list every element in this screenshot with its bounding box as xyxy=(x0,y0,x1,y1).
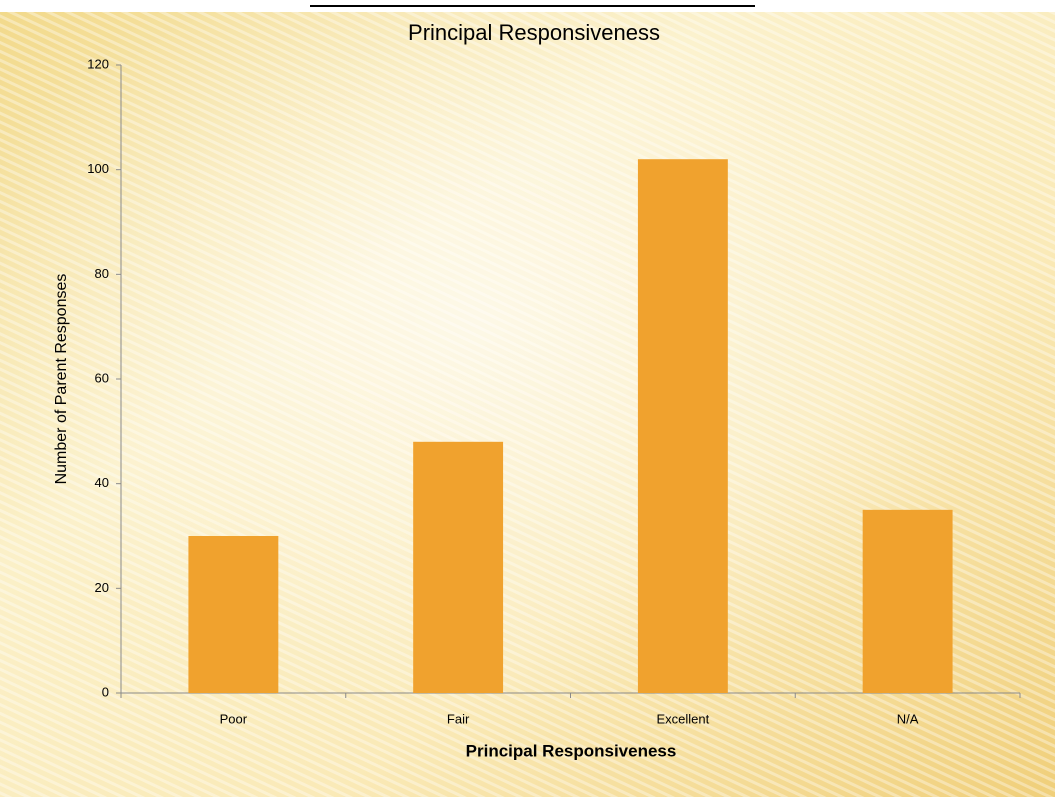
y-tick-label: 0 xyxy=(102,684,109,699)
x-axis-label: Principal Responsiveness xyxy=(466,741,677,760)
x-tick-label: Excellent xyxy=(657,711,710,726)
y-tick-label: 80 xyxy=(95,266,109,281)
y-tick-label: 60 xyxy=(95,370,109,385)
x-tick-label: Poor xyxy=(220,711,248,726)
x-tick-label: Fair xyxy=(447,711,470,726)
bar xyxy=(188,536,279,693)
y-tick-label: 20 xyxy=(95,580,109,595)
x-tick-label: N/A xyxy=(897,711,919,726)
chart-title: Principal Responsiveness xyxy=(408,20,660,45)
bar xyxy=(637,159,728,693)
y-tick-label: 100 xyxy=(87,161,109,176)
bar xyxy=(862,509,953,693)
bar xyxy=(413,441,504,693)
y-axis-label: Number of Parent Responses xyxy=(53,274,70,485)
y-tick-label: 120 xyxy=(87,56,109,71)
y-tick-label: 40 xyxy=(95,475,109,490)
